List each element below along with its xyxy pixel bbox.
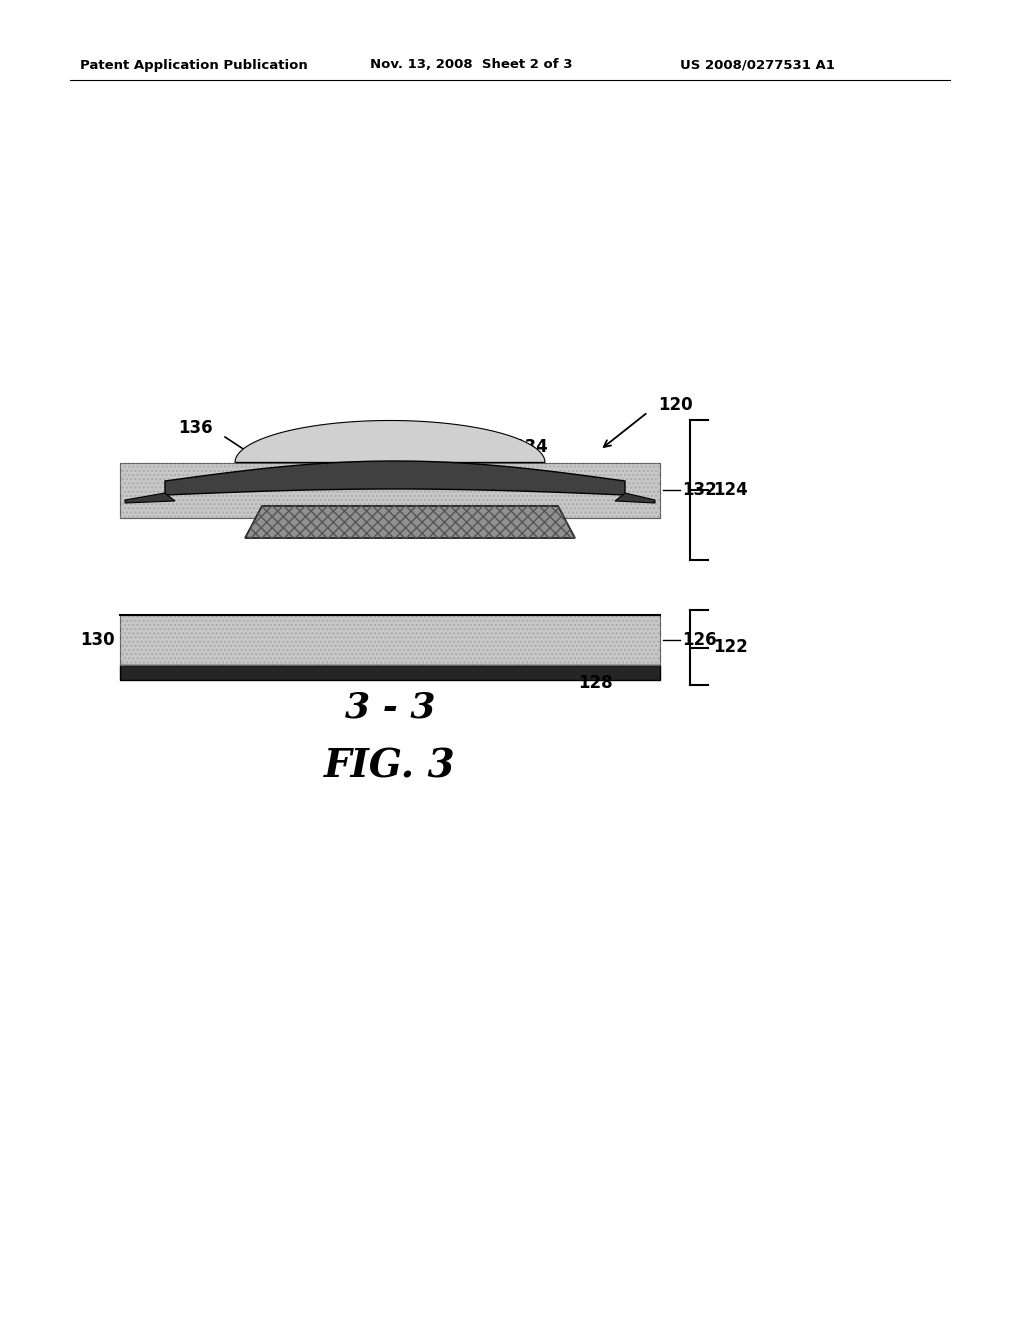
Text: Patent Application Publication: Patent Application Publication — [80, 58, 308, 71]
Text: 136: 136 — [178, 418, 213, 437]
Text: Nov. 13, 2008  Sheet 2 of 3: Nov. 13, 2008 Sheet 2 of 3 — [370, 58, 572, 71]
Text: 122: 122 — [713, 639, 748, 656]
Text: US 2008/0277531 A1: US 2008/0277531 A1 — [680, 58, 835, 71]
Bar — [120, 462, 660, 517]
Text: 134: 134 — [513, 438, 548, 455]
Polygon shape — [234, 421, 545, 462]
Text: 124: 124 — [713, 480, 748, 499]
Polygon shape — [125, 492, 175, 503]
Polygon shape — [245, 506, 575, 539]
Text: 3 - 3: 3 - 3 — [345, 690, 435, 725]
Bar — [120, 615, 660, 665]
Text: 132: 132 — [682, 480, 717, 499]
Text: 130: 130 — [80, 631, 115, 649]
Polygon shape — [165, 461, 625, 495]
Bar — [120, 462, 660, 517]
Bar — [120, 665, 660, 680]
Polygon shape — [615, 492, 655, 503]
Text: FIG. 3: FIG. 3 — [325, 748, 456, 785]
Text: 120: 120 — [658, 396, 692, 414]
Text: 126: 126 — [682, 631, 717, 649]
Text: 128: 128 — [578, 675, 612, 692]
Bar — [120, 615, 660, 665]
